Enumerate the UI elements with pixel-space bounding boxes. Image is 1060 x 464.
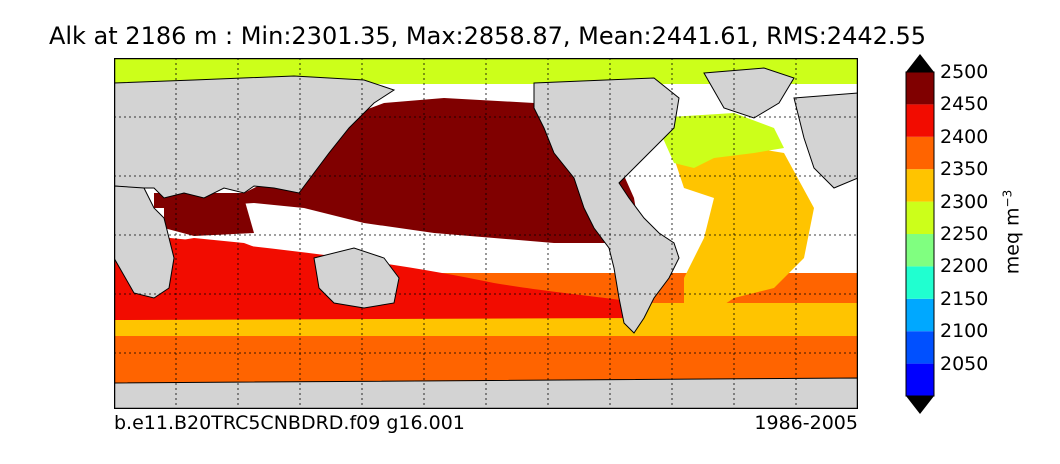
colorbar-units-text: meq m: [1001, 207, 1024, 275]
colorbar-units: meq m−3: [1000, 190, 1023, 275]
colorbar-tick-label: 2350: [940, 158, 989, 181]
colorbar-bin: [906, 331, 934, 364]
map-gridlines: [114, 58, 858, 409]
colorbar-segments: [906, 72, 934, 396]
map-plot: [114, 58, 858, 409]
colorbar: [905, 54, 935, 414]
case-name-label: b.e11.B20TRC5CNBDRD.f09 g16.001: [114, 412, 465, 434]
colorbar-bin: [906, 201, 934, 234]
colorbar-bin: [906, 72, 934, 105]
colorbar-outline: [905, 71, 935, 397]
map-frame: [114, 58, 858, 409]
colorbar-tick-label: 2250: [940, 223, 989, 245]
colorbar-bin: [906, 104, 934, 137]
atlantic-yellow: [674, 148, 814, 323]
colorbar-extend-max: [906, 54, 934, 72]
colorbar-tick-label: 2450: [940, 93, 989, 116]
colorbar-tick-label: 2300: [940, 190, 989, 213]
colorbar-tick-label: 2500: [940, 61, 989, 83]
colorbar-tick-label: 2400: [940, 125, 989, 148]
colorbar-bin: [906, 136, 934, 170]
north-pacific-maroon: [154, 98, 639, 243]
colorbar-bin: [906, 234, 934, 267]
land-masses: [114, 67, 858, 409]
north-atlantic-lime: [654, 113, 784, 168]
indian-ocean-red: [134, 238, 304, 308]
map-title: Alk at 2186 m : Min:2301.35, Max:2858.87…: [48, 22, 927, 50]
map-panel: [114, 58, 858, 409]
colorbar-tick-label: 2150: [940, 287, 989, 310]
years-label: 1986-2005: [754, 412, 858, 434]
colorbar-bin: [906, 298, 934, 332]
colorbar-bin: [906, 266, 934, 299]
colorbar-extend-min: [906, 396, 934, 414]
colorbar-units-exponent: −3: [1000, 189, 1015, 208]
colorbar-tick-label: 2200: [940, 255, 989, 278]
indian-ocean-north-maroon: [164, 198, 254, 236]
colorbar-tick-label: 2100: [940, 320, 989, 343]
colorbar-bin: [906, 363, 934, 396]
colorbar-tick-label: 2050: [940, 352, 989, 375]
colorbar-bin: [906, 169, 934, 202]
